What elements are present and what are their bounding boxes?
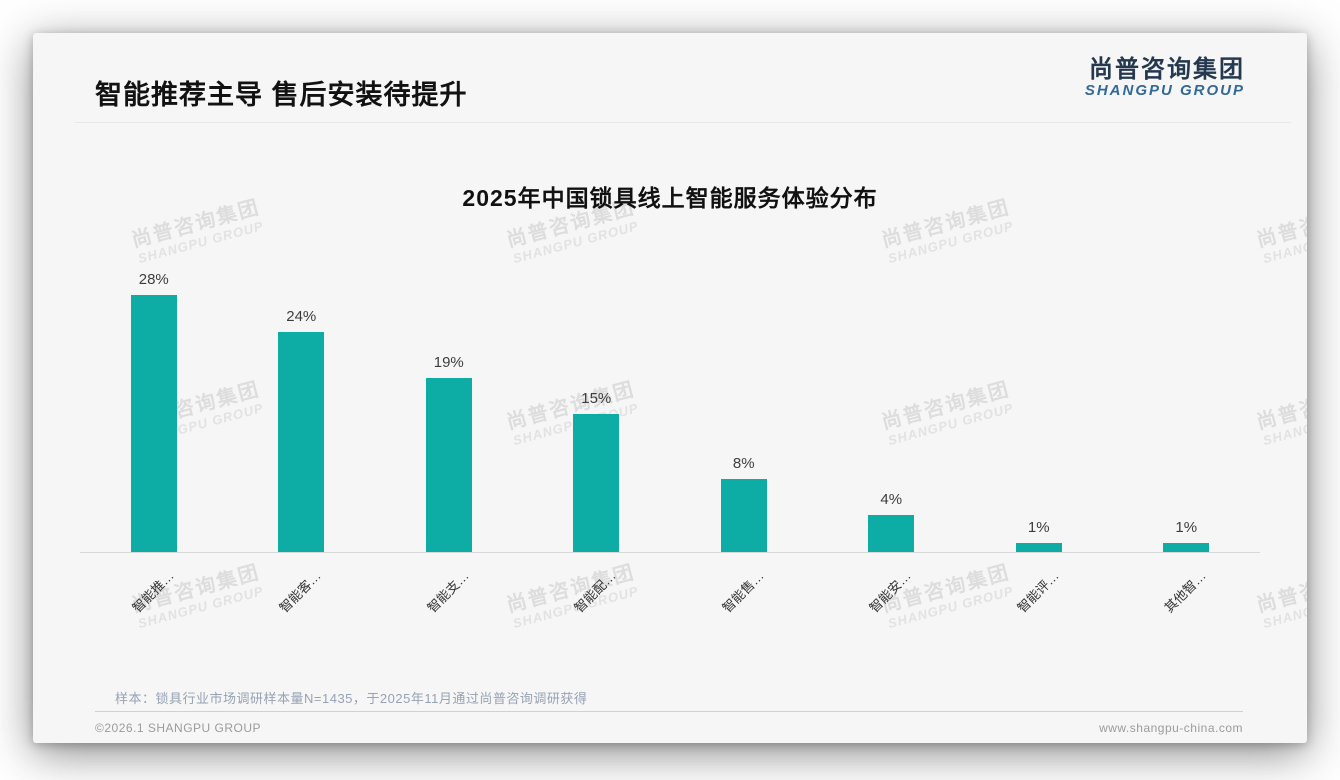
bar-value-label: 8% (732, 454, 755, 472)
footer-copyright: ©2026.1 SHANGPU GROUP (95, 721, 262, 735)
bar (720, 478, 767, 552)
bar-group: 15% (556, 390, 636, 552)
bar-group: 19% (409, 354, 489, 552)
x-axis-labels: 智能推… 智能客… 智能支… 智能配… 智能售… 智能安… 智能评… 其他智… (80, 554, 1260, 644)
chart-title: 2025年中国锁具线上智能服务体验分布 (462, 185, 878, 211)
sample-note: 样本：锁具行业市场调研样本量N=1435，于2025年11月通过尚普咨询调研获得 (115, 691, 588, 706)
x-axis-tick-label: 其他智… (1161, 568, 1209, 616)
bar (573, 414, 620, 552)
bar-value-label: 1% (1175, 518, 1198, 536)
bar-value-label: 19% (433, 353, 464, 371)
bar-group: 24% (261, 308, 341, 552)
x-axis-tick-label: 智能推… (129, 568, 177, 616)
slide-card: 尚普咨询集团 SHANGPU GROUP 尚普咨询集团 SHANGPU GROUP 尚普… (33, 33, 1307, 743)
plot-area: 28% 24% 19% 15% 8% 4% 1% 1% (80, 203, 1260, 553)
x-axis-tick-label: 智能支… (424, 568, 472, 616)
bar-value-label: 1% (1027, 518, 1050, 536)
bar-value-label: 15% (581, 390, 612, 408)
x-axis-tick-label: 智能售… (719, 568, 767, 616)
bar-value-label: 28% (138, 270, 169, 288)
bar (425, 377, 472, 552)
bar (1163, 542, 1210, 552)
header-divider (75, 122, 1291, 123)
x-axis-tick-label: 智能评… (1014, 568, 1062, 616)
footer-divider (95, 711, 1243, 712)
bar-group: 28% (114, 271, 194, 552)
bar-group: 4% (851, 491, 931, 552)
x-axis-tick-label: 智能安… (866, 568, 914, 616)
footer-website: www.shangpu-china.com (1099, 721, 1243, 735)
logo-en-text: SHANGPU GROUP (1084, 82, 1245, 100)
bar-value-label: 24% (286, 307, 317, 325)
bar-group: 1% (999, 519, 1079, 552)
bar-group: 8% (704, 455, 784, 552)
x-axis-tick-label: 智能客… (276, 568, 324, 616)
bar (1015, 542, 1062, 552)
x-axis-tick-label: 智能配… (571, 568, 619, 616)
bar-group: 1% (1146, 519, 1226, 552)
page-title: 智能推荐主导 售后安装待提升 (95, 80, 468, 110)
logo-cn-text: 尚普咨询集团 (1089, 56, 1245, 83)
bar-value-label: 4% (880, 491, 903, 509)
company-logo: 尚普咨询集团 SHANGPU GROUP (1084, 56, 1245, 100)
bar (130, 294, 177, 552)
bar (278, 331, 325, 552)
bar (868, 515, 915, 552)
